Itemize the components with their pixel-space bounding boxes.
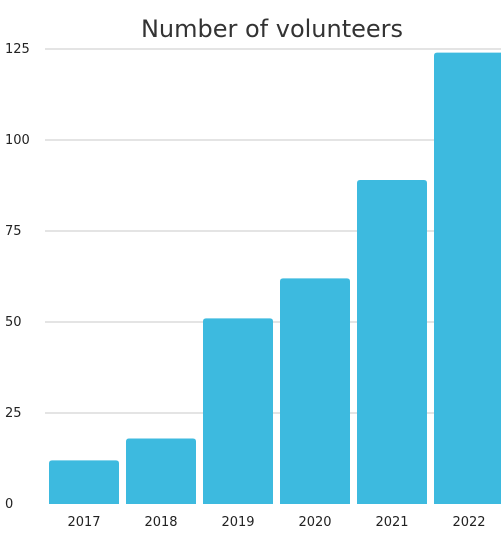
bar-2022 <box>434 52 501 504</box>
x-tick-label: 2018 <box>144 515 177 530</box>
y-tick-label: 50 <box>5 315 22 330</box>
x-tick-label: 2021 <box>375 515 408 530</box>
y-tick-label: 75 <box>5 224 22 239</box>
y-axis-tick-labels: 0 25 50 75 100 125 <box>5 42 30 512</box>
bar-2019 <box>203 318 273 504</box>
x-tick-label: 2017 <box>67 515 100 530</box>
x-tick-label: 2019 <box>221 515 254 530</box>
y-tick-label: 25 <box>5 406 22 421</box>
chart-title: Number of volunteers <box>141 15 403 43</box>
x-axis-tick-labels: 2017 2018 2019 2020 2021 2022 <box>67 515 485 530</box>
bar-2020 <box>280 278 350 504</box>
y-tick-label: 0 <box>5 497 13 512</box>
y-tick-label: 100 <box>5 133 30 148</box>
bar-2017 <box>49 460 119 504</box>
bars <box>49 52 501 505</box>
x-tick-label: 2020 <box>298 515 331 530</box>
bar-2021 <box>357 180 427 505</box>
bar-2018 <box>126 438 196 504</box>
x-tick-label: 2022 <box>452 515 485 530</box>
y-tick-label: 125 <box>5 42 30 57</box>
